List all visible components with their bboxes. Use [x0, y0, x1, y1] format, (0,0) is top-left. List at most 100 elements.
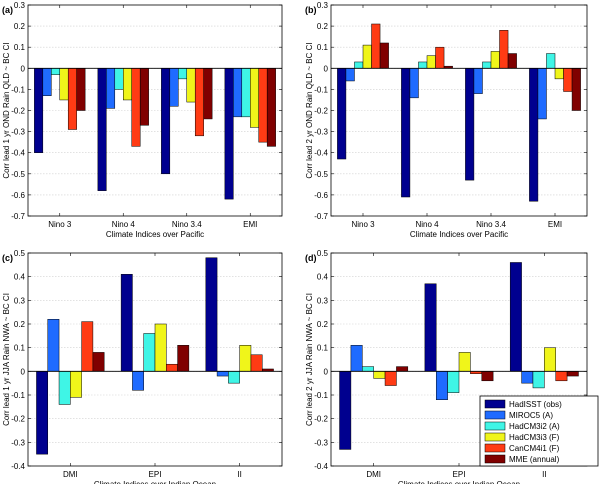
y-tick-label: 0 — [324, 367, 329, 376]
y-axis-label: Corr lead 1 yr JJA Rain NWA ~ BC CI — [2, 293, 11, 426]
x-tick-label: Nino 3 — [48, 220, 72, 229]
y-tick-label: 0.1 — [14, 344, 26, 353]
bar — [239, 345, 252, 372]
bar — [131, 68, 141, 147]
bar — [424, 283, 437, 372]
y-tick-label: 0.2 — [14, 22, 26, 31]
bar — [258, 68, 268, 143]
bar — [143, 333, 156, 372]
bar — [67, 68, 77, 130]
bar — [546, 53, 556, 69]
panel-d: 0.5 0.4 0.3 0.2 0.1 0 -0.1 -0.2 -0.3 -0.4 DMI EPI II… — [305, 249, 588, 484]
bar — [401, 68, 411, 198]
x-tick-label: Nino 3.4 — [172, 220, 202, 229]
bar — [362, 366, 374, 372]
bar — [178, 68, 187, 80]
bar — [481, 371, 494, 382]
bar — [396, 366, 409, 372]
y-tick-label: -0.3 — [11, 438, 25, 447]
bar — [426, 55, 436, 69]
y-tick-label: 0.3 — [317, 296, 329, 305]
x-tick-label: EPI — [149, 470, 162, 479]
bar — [70, 371, 82, 398]
y-tick-label: -0.7 — [314, 212, 328, 221]
x-tick-label: DMI — [366, 470, 381, 479]
y-tick-label: -0.3 — [314, 438, 328, 447]
panel-label: (d) — [305, 253, 317, 263]
y-tick-label: 0 — [21, 367, 26, 376]
y-tick-label: -0.4 — [314, 462, 328, 471]
y-tick-label: 0.4 — [317, 273, 329, 282]
bar — [350, 345, 363, 372]
panel-c: 0.5 0.4 0.3 0.2 0.1 0 -0.1 -0.2 -0.3 -0.4 DMI EPI II… — [2, 249, 283, 484]
legend-swatch — [484, 399, 506, 409]
bar — [490, 51, 500, 69]
bar — [529, 68, 539, 202]
legend-swatch — [484, 454, 506, 464]
bar — [473, 68, 483, 94]
bar — [166, 363, 178, 372]
bar — [169, 68, 179, 107]
bar — [120, 274, 133, 372]
bar — [132, 371, 144, 391]
bar — [482, 61, 492, 69]
bar — [177, 345, 190, 372]
bar — [384, 371, 397, 386]
bar — [371, 23, 381, 69]
bar — [47, 319, 60, 372]
x-tick-label: Nino 4 — [112, 220, 136, 229]
legend-swatch — [484, 421, 506, 431]
y-tick-label: -0.5 — [314, 170, 328, 179]
bar — [521, 371, 534, 384]
y-tick-label: 0.2 — [317, 320, 329, 329]
legend-label: MME (annual) — [509, 455, 560, 464]
bar — [571, 68, 581, 111]
y-tick-label: 0.1 — [317, 43, 329, 52]
bar — [509, 262, 522, 372]
y-tick-label: -0.2 — [11, 107, 25, 116]
bar — [203, 68, 213, 120]
bar — [337, 68, 347, 160]
y-tick-label: -0.2 — [11, 415, 25, 424]
x-axis-label: Climate Indices over Pacific — [106, 230, 204, 239]
bar — [373, 371, 386, 379]
y-tick-label: -0.3 — [314, 128, 328, 137]
bar — [250, 68, 259, 128]
bar — [409, 68, 419, 99]
x-axis-label: Climate Indices over Indian Ocean — [398, 480, 520, 484]
bar — [123, 68, 132, 101]
legend-items: HadISST (obs) MIROC5 (A) HadCM3i2 (A) HadCM… — [484, 399, 562, 464]
bar — [418, 61, 428, 69]
x-tick-label: Nino 3 — [351, 220, 375, 229]
legend-label: MIROC5 (A) — [509, 411, 553, 420]
bar — [194, 68, 204, 137]
y-tick-label: 0.3 — [14, 1, 26, 10]
bar — [34, 68, 44, 153]
bar — [544, 347, 556, 372]
bar — [563, 68, 573, 92]
bar — [36, 371, 49, 455]
y-axis-label: Corr lead 2 yr OND Rain QLD ~ BC CI — [305, 42, 314, 178]
y-tick-label: 0.3 — [317, 1, 329, 10]
legend-label: HadCM3i3 (F) — [509, 433, 560, 442]
bar — [186, 68, 196, 103]
bar — [241, 68, 251, 118]
bar — [354, 61, 364, 69]
x-tick-label: II — [237, 470, 241, 479]
bar — [499, 30, 509, 69]
x-axis-label: Climate Indices over Pacific — [410, 230, 508, 239]
bar — [458, 352, 471, 372]
y-tick-label: -0.1 — [314, 391, 328, 400]
y-tick-label: 0.2 — [14, 320, 26, 329]
x-tick-label: EMI — [243, 220, 257, 229]
y-tick-label: -0.7 — [11, 212, 25, 221]
bar — [228, 371, 240, 384]
bar — [92, 352, 105, 372]
bar — [447, 371, 460, 393]
x-tick-label: II — [542, 470, 546, 479]
bar — [114, 68, 124, 90]
bar — [154, 323, 167, 372]
y-tick-label: -0.2 — [314, 415, 328, 424]
y-tick-label: -0.2 — [314, 107, 328, 116]
